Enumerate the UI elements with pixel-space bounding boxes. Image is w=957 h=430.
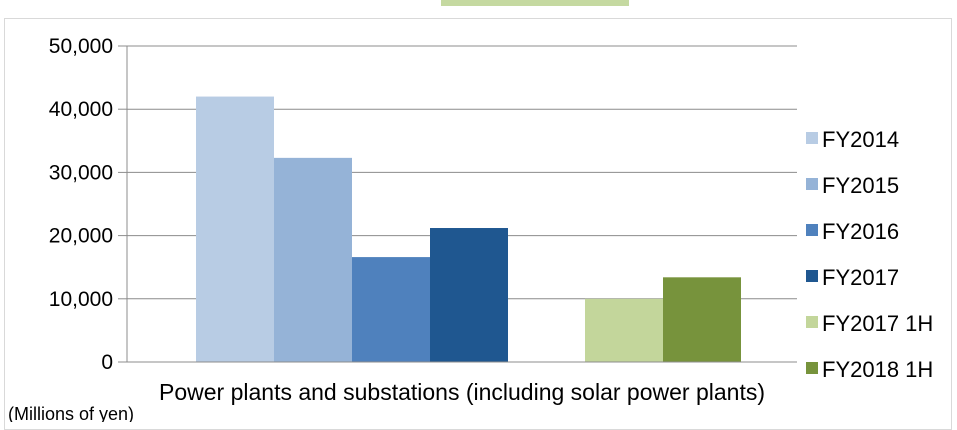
category-label: Power plants and substations (including … xyxy=(159,379,765,405)
legend-swatch xyxy=(806,132,818,144)
bar-fy2017-1h xyxy=(585,298,663,362)
legend-swatch xyxy=(806,224,818,236)
legend-label: FY2017 xyxy=(822,265,899,290)
y-tick-label: 20,000 xyxy=(49,225,113,248)
y-tick-label: 50,000 xyxy=(49,35,113,58)
header-accent-bar xyxy=(441,0,629,6)
y-tick-label: 40,000 xyxy=(49,98,113,121)
legend-label: FY2016 xyxy=(822,219,899,244)
legend-label: FY2017 1H xyxy=(822,311,933,336)
legend-swatch xyxy=(806,362,818,374)
bar-fy2018-1h xyxy=(663,277,741,362)
y-tick-label: 10,000 xyxy=(49,288,113,311)
legend-swatch xyxy=(806,316,818,328)
legend: FY2014 FY2015 FY2016 FY2017 FY2017 1H FY2018 … xyxy=(806,127,933,382)
y-axis-ticks: 0 10,000 20,000 30,000 40,000 50,000 xyxy=(49,35,113,374)
bar-fy2017 xyxy=(430,228,508,362)
bar-fy2016 xyxy=(352,257,430,362)
legend-label: FY2014 xyxy=(822,127,899,152)
bar-fy2014 xyxy=(196,96,274,362)
bars xyxy=(196,96,741,362)
y-tick-label: 0 xyxy=(101,351,113,374)
unit-label: (Millions of yen) xyxy=(8,404,134,422)
legend-label: FY2018 1H xyxy=(822,357,933,382)
legend-swatch xyxy=(806,178,818,190)
y-tick-label: 30,000 xyxy=(49,161,113,184)
legend-label: FY2015 xyxy=(822,173,899,198)
bar-fy2015 xyxy=(274,157,352,362)
legend-swatch xyxy=(806,270,818,282)
